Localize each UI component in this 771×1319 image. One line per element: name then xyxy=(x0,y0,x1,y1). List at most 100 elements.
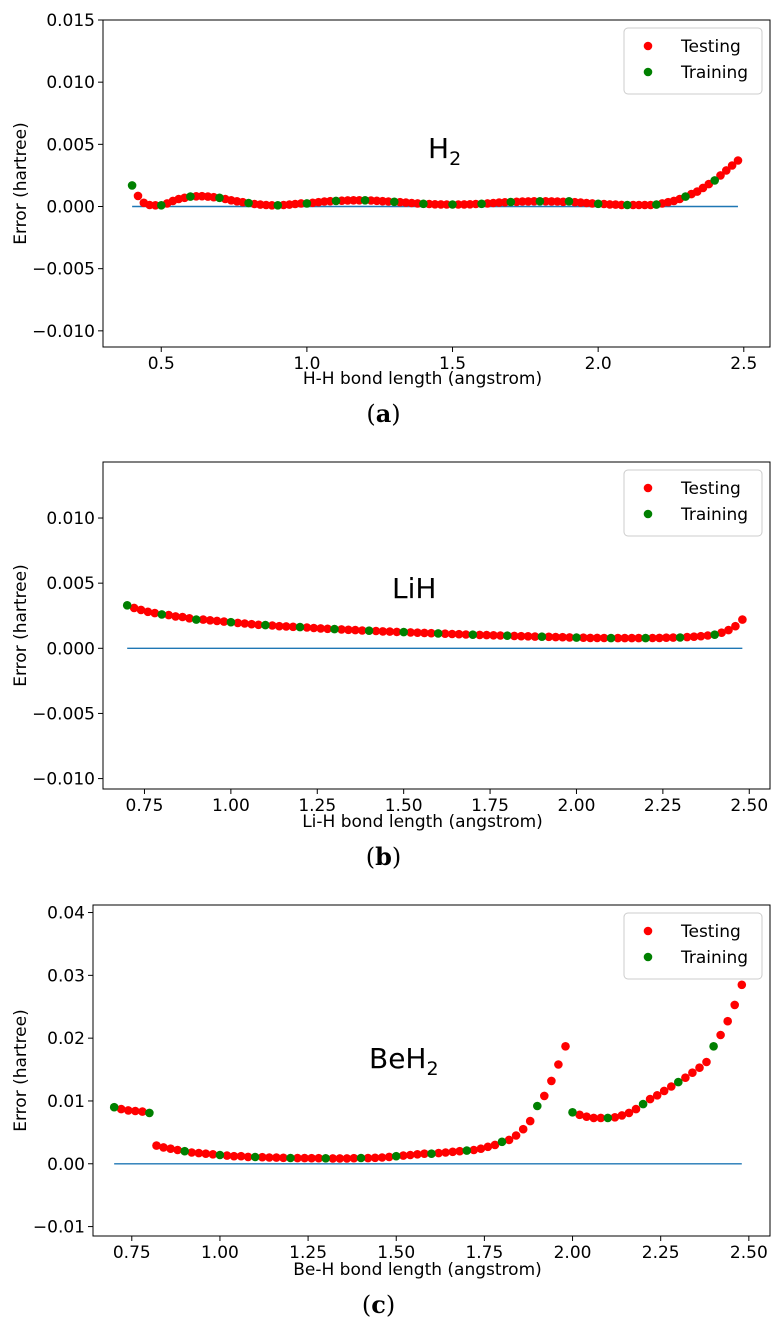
data-point-testing xyxy=(624,1108,634,1118)
data-point-training xyxy=(564,197,574,206)
y-tick-label: 0.00 xyxy=(47,1155,85,1175)
data-point-testing xyxy=(565,633,574,642)
data-point-testing xyxy=(150,608,160,618)
data-point-testing xyxy=(129,603,139,613)
data-point-testing xyxy=(523,632,533,641)
data-point-testing xyxy=(516,631,526,641)
panel-b: −0.010 −0.005 0.000 0.005 0.010 0.75 1.00 1.25 1… xyxy=(11,461,771,871)
data-point-testing xyxy=(599,633,609,643)
data-point-training xyxy=(675,633,685,642)
y-axis-label: Error (hartree) xyxy=(11,564,31,687)
data-point-testing xyxy=(272,1153,281,1162)
data-point-testing xyxy=(648,633,657,643)
y-tick-label: 0.03 xyxy=(47,966,85,986)
data-point-training xyxy=(427,1149,436,1158)
data-point-training xyxy=(391,1151,401,1161)
data-point-testing xyxy=(668,633,678,642)
data-point-training xyxy=(506,197,516,207)
data-point-testing xyxy=(727,161,737,170)
data-point-testing xyxy=(730,1000,739,1010)
data-point-training xyxy=(710,176,719,185)
data-point-testing xyxy=(265,1153,274,1162)
data-point-training xyxy=(641,633,650,643)
data-point-training xyxy=(215,193,224,203)
data-point-testing xyxy=(610,1113,620,1122)
data-point-testing xyxy=(151,201,160,210)
legend-label-testing: Testing xyxy=(680,37,741,57)
data-point-training xyxy=(674,1077,683,1087)
data-point-testing xyxy=(240,619,249,628)
data-point-testing xyxy=(233,618,243,628)
data-point-testing xyxy=(342,1154,352,1163)
data-point-testing xyxy=(406,1150,415,1160)
x-axis-label: H-H bond length (angstrom) xyxy=(303,369,542,389)
data-point-testing xyxy=(247,619,256,629)
data-point-training xyxy=(652,200,661,209)
data-point-training xyxy=(295,622,305,632)
legend-marker-training xyxy=(643,952,653,962)
series-testing xyxy=(129,603,747,643)
data-point-training xyxy=(537,632,547,641)
legend-label-training: Training xyxy=(680,505,748,525)
data-point-training xyxy=(244,198,253,208)
data-point-testing xyxy=(617,1111,627,1120)
data-point-testing xyxy=(490,1140,500,1150)
data-point-testing xyxy=(631,1104,641,1114)
data-point-training xyxy=(497,1137,507,1147)
data-point-training xyxy=(572,633,581,642)
data-point-training xyxy=(180,1146,189,1156)
y-tick-label: 0.02 xyxy=(47,1029,85,1049)
data-point-training xyxy=(533,1101,542,1111)
x-tick-label: 1.25 xyxy=(298,796,336,816)
data-point-testing xyxy=(717,628,726,637)
plot-area-frame xyxy=(102,19,771,348)
data-point-testing xyxy=(254,620,263,630)
series-training xyxy=(122,601,719,643)
data-point-training xyxy=(433,629,443,638)
data-point-testing xyxy=(483,1142,493,1152)
data-point-testing xyxy=(582,1112,591,1121)
legend-marker-testing xyxy=(643,483,653,493)
data-point-training xyxy=(145,1108,154,1118)
data-point-testing xyxy=(133,191,143,201)
x-tick-label: 2.50 xyxy=(730,796,768,816)
data-point-testing xyxy=(258,1152,267,1162)
data-point-testing xyxy=(681,1073,690,1082)
data-point-testing xyxy=(205,616,215,625)
molecule-label: H2 xyxy=(428,132,461,170)
data-point-testing xyxy=(627,633,637,643)
data-point-testing xyxy=(544,632,554,642)
legend-label-training: Training xyxy=(680,63,748,83)
data-point-testing xyxy=(385,627,395,636)
data-point-testing xyxy=(136,605,146,615)
data-point-testing xyxy=(316,624,326,633)
data-point-testing xyxy=(378,627,388,636)
x-tick-label: 0.75 xyxy=(113,1243,151,1263)
data-point-training xyxy=(681,192,690,201)
panel-caption: (b) xyxy=(366,842,402,871)
legend: Testing Training xyxy=(623,27,763,95)
x-tick-label: 0.75 xyxy=(126,796,164,816)
panel-a: −0.010 −0.005 0.000 0.005 0.010 0.015 0.5 1.0 1.… xyxy=(11,11,771,428)
data-point-training xyxy=(157,610,167,619)
y-tick-label: 0.010 xyxy=(46,509,95,529)
data-point-testing xyxy=(551,632,560,642)
plot-area-frame xyxy=(92,904,771,1237)
panel-caption: (c) xyxy=(362,1290,395,1319)
data-point-testing xyxy=(323,624,332,634)
data-point-testing xyxy=(279,1153,288,1163)
data-point-testing xyxy=(547,1076,556,1086)
data-point-testing xyxy=(178,612,187,622)
x-tick-label: 1.75 xyxy=(465,1243,503,1263)
data-point-testing xyxy=(737,980,747,990)
data-point-testing xyxy=(655,633,664,643)
data-point-testing xyxy=(469,1145,479,1155)
data-point-training xyxy=(364,626,374,635)
data-point-training xyxy=(286,1153,295,1163)
data-point-training xyxy=(468,630,478,639)
data-point-testing xyxy=(455,1146,465,1156)
data-point-testing xyxy=(454,629,464,639)
data-point-training xyxy=(603,1113,613,1123)
data-point-testing xyxy=(208,1150,218,1159)
legend-marker-training xyxy=(643,67,653,77)
